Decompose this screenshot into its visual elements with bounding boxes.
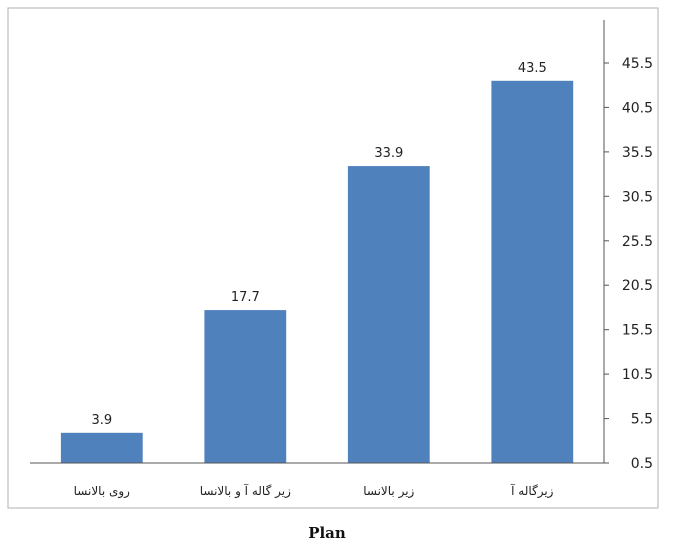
data-label: 33.9 [374,146,403,161]
category-label: زیر گاله آ و بالانسا [200,483,291,499]
y-axis: 0.5 5.5 10.5 15.5 20.5 25.5 30.5 35.5 40.5 45.5 [603,20,653,472]
y-tick-label: 15.5 [622,323,653,339]
bar [491,80,574,464]
data-labels-group: 3.9 17.7 33.9 43.5 [91,61,546,428]
data-label: 43.5 [518,61,547,76]
y-tick-label: 45.5 [622,56,653,72]
y-tick-label: 35.5 [622,145,653,161]
y-tick-label: 20.5 [622,278,653,294]
category-label: روی بالانسا [74,484,131,499]
y-tick-label: 10.5 [622,367,653,383]
y-tick-label: 25.5 [622,234,653,250]
bar [60,432,143,463]
y-tick-label: 5.5 [631,412,653,428]
category-labels-group: روی بالانسا زیر گاله آ و بالانسا زیر بالان… [74,483,554,499]
y-tick-label: 30.5 [622,189,653,205]
x-axis-title: Plan [308,524,346,542]
bar [204,310,287,463]
data-label: 17.7 [231,290,260,305]
bar [347,166,430,463]
data-label: 3.9 [91,413,112,428]
plot-frame [7,7,659,509]
y-tick-label: 40.5 [622,100,653,116]
bars-group [60,80,574,464]
category-label: زیر بالانسا [363,484,414,499]
y-tick-label: 0.5 [631,456,653,472]
category-label: زیرگاله آ [510,483,554,499]
